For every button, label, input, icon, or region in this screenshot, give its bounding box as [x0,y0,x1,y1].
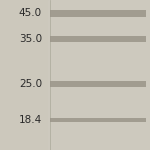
Text: 35.0: 35.0 [19,34,42,44]
Bar [50,118,146,122]
Text: 25.0: 25.0 [19,79,42,89]
Bar [50,81,146,87]
Bar [50,10,146,17]
Text: 18.4: 18.4 [19,115,42,125]
Bar [50,36,146,42]
Bar [48,0,150,150]
Bar [0,0,48,150]
Text: 45.0: 45.0 [19,9,42,18]
